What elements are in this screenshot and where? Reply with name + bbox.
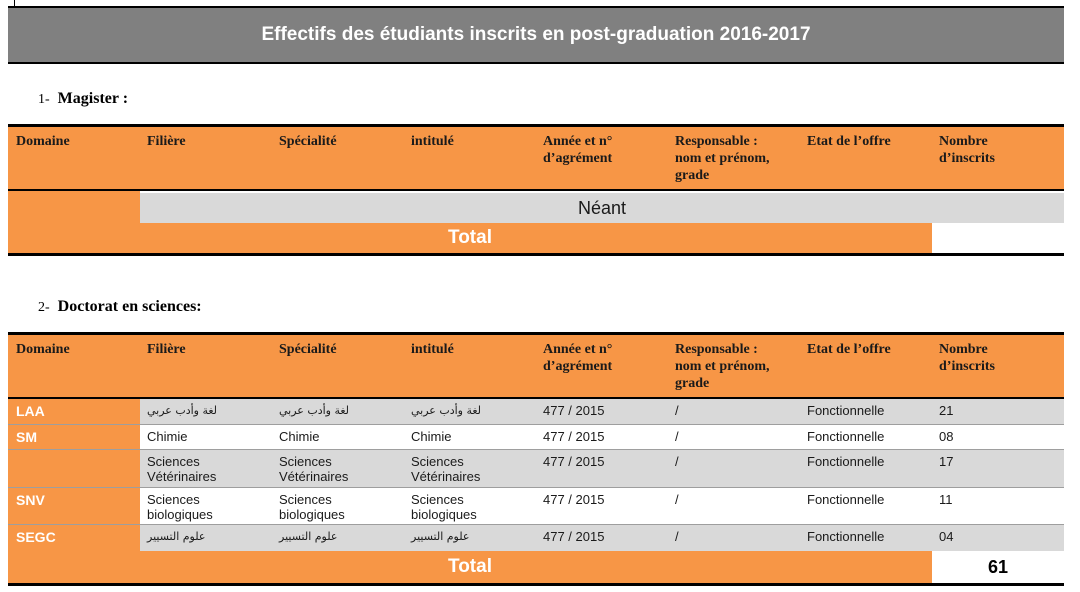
magister-total-row: Total [8,223,1064,256]
row-specialite: لغة وأدب عربي [279,404,350,417]
col-responsable: Responsable : nom et prénom, grade [675,342,770,391]
col-specialite: Spécialité [279,134,337,149]
doctorat-table: Domaine Filière Spécialité intitulé Anné… [8,332,1064,586]
row-responsable: / [675,429,679,444]
col-etat: Etat de l’offre [807,134,891,149]
row-domaine [8,450,140,487]
row-intitule: علوم التسيير [411,530,470,543]
row-etat: Fonctionnelle [807,529,885,544]
magister-empty-row: Néant [8,191,1064,223]
row-annee: 477 / 2015 [543,529,605,544]
doctorat-table-header: Domaine Filière Spécialité intitulé Anné… [8,332,1064,399]
row-filiere: Sciences biologiques [147,492,213,522]
doctorat-heading: 2- Doctorat en sciences: [38,298,202,316]
col-nombre: Nombre d’inscrits [939,342,995,374]
page-title: Effectifs des étudiants inscrits en post… [261,24,811,45]
row-annee: 477 / 2015 [543,492,605,507]
cursor-mark [14,0,15,6]
col-annee: Année et n° d’agrément [543,342,613,374]
row-responsable: / [675,529,679,544]
row-specialite: Sciences biologiques [279,492,345,522]
row-filiere: Sciences Vétérinaires [147,454,217,484]
magister-table-header: Domaine Filière Spécialité intitulé Anné… [8,124,1064,191]
row-intitule: Chimie [411,429,452,444]
col-filiere: Filière [147,342,186,357]
row-intitule: Sciences biologiques [411,492,477,522]
col-intitule: intitulé [411,342,454,357]
col-annee: Année et n° d’agrément [543,134,613,166]
title-bar: Effectifs des étudiants inscrits en post… [8,6,1064,64]
table-row: SM Chimie Chimie Chimie 477 / 2015 / Fon… [8,425,1064,450]
magister-heading-text: Magister : [57,90,129,107]
col-domaine: Domaine [16,342,70,357]
row-domaine: SM [8,425,140,449]
magister-heading: 1- Magister : [38,90,128,108]
magister-total-value [932,223,1064,253]
row-domaine: LAA [8,399,140,424]
col-domaine: Domaine [16,134,70,149]
row-nombre: 17 [939,454,954,469]
row-nombre: 21 [939,403,954,418]
row-etat: Fonctionnelle [807,403,885,418]
row-intitule: لغة وأدب عربي [411,404,482,417]
magister-table: Domaine Filière Spécialité intitulé Anné… [8,124,1064,256]
col-nombre: Nombre d’inscrits [939,134,995,166]
col-etat: Etat de l’offre [807,342,891,357]
col-specialite: Spécialité [279,342,337,357]
row-intitule: Sciences Vétérinaires [411,454,481,484]
row-etat: Fonctionnelle [807,492,885,507]
col-filiere: Filière [147,134,186,149]
col-intitule: intitulé [411,134,454,149]
row-filiere: علوم التسيير [147,530,206,543]
row-specialite: Chimie [279,429,320,444]
magister-total-label: Total [8,223,932,253]
row-annee: 477 / 2015 [543,403,605,418]
col-responsable: Responsable : nom et prénom, grade [675,134,770,183]
table-row: Sciences Vétérinaires Sciences Vétérinai… [8,450,1064,488]
row-specialite: Sciences Vétérinaires [279,454,349,484]
doctorat-total-row: Total 61 [8,551,1064,586]
table-row: LAA لغة وأدب عربي لغة وأدب عربي لغة وأدب… [8,399,1064,425]
row-domaine: SEGC [8,525,140,551]
magister-domain-cell [8,191,140,223]
row-filiere: Chimie [147,429,188,444]
row-annee: 477 / 2015 [543,429,605,444]
doctorat-total-value: 61 [932,551,1064,583]
doctorat-number: 2- [38,300,50,315]
magister-empty-text: Néant [140,193,1064,223]
table-row: SNV Sciences biologiques Sciences biolog… [8,488,1064,525]
row-nombre: 04 [939,529,954,544]
doctorat-total-label: Total [8,551,932,583]
row-etat: Fonctionnelle [807,454,885,469]
row-etat: Fonctionnelle [807,429,885,444]
row-nombre: 11 [939,492,953,507]
row-responsable: / [675,403,679,418]
doctorat-heading-text: Doctorat en sciences: [57,298,202,315]
row-annee: 477 / 2015 [543,454,605,469]
table-row: SEGC علوم التسيير علوم التسيير علوم التس… [8,525,1064,551]
row-responsable: / [675,492,679,507]
row-responsable: / [675,454,679,469]
row-nombre: 08 [939,429,954,444]
magister-number: 1- [38,92,50,107]
row-specialite: علوم التسيير [279,530,338,543]
row-domaine: SNV [8,488,140,524]
row-filiere: لغة وأدب عربي [147,404,218,417]
